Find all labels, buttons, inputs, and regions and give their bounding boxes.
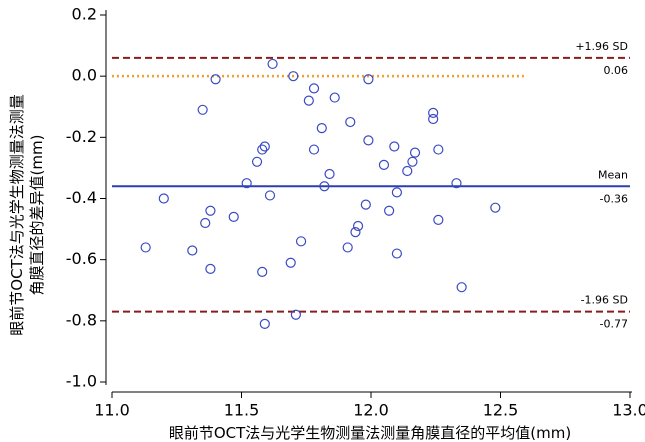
- point: [428, 113, 439, 125]
- point: [352, 220, 364, 232]
- point: [402, 165, 413, 177]
- point: [205, 263, 216, 274]
- y-tick-label: -0.2: [66, 127, 97, 146]
- point: [407, 156, 418, 167]
- point: [360, 199, 371, 210]
- reference-label: +1.96 SD: [575, 40, 628, 53]
- point: [187, 245, 198, 256]
- point: [389, 141, 400, 152]
- point: [319, 181, 330, 192]
- point: [259, 318, 270, 329]
- x-axis-title: 眼前节OCT法与光学生物测量法测量角膜直径的平均值(mm): [169, 424, 571, 442]
- point: [433, 214, 444, 226]
- point: [158, 193, 169, 204]
- point: [329, 92, 340, 103]
- point: [285, 257, 296, 268]
- reference-value: -0.36: [600, 192, 628, 205]
- point: [197, 104, 208, 115]
- point: [428, 107, 439, 118]
- point: [342, 242, 353, 253]
- point: [257, 266, 268, 277]
- point: [205, 205, 216, 216]
- point: [451, 178, 462, 189]
- point: [259, 141, 270, 152]
- point: [409, 147, 421, 158]
- point: [257, 144, 268, 155]
- point: [267, 58, 278, 70]
- y-tick-label: 0.2: [72, 5, 97, 24]
- y-axis-title: 眼前节OCT法与光学生物测量法测量: [8, 94, 26, 335]
- reference-label: Mean: [598, 168, 628, 181]
- point: [456, 282, 467, 293]
- y-tick-label: 0.0: [72, 66, 97, 85]
- y-tick-label: -0.4: [66, 188, 97, 207]
- point: [264, 190, 276, 201]
- point: [295, 236, 307, 247]
- x-tick-label: 11.5: [224, 401, 260, 420]
- point: [308, 144, 320, 155]
- point: [433, 144, 444, 155]
- point: [241, 178, 252, 189]
- reference-label: -1.96 SD: [581, 294, 628, 307]
- point: [345, 116, 356, 128]
- point: [391, 187, 402, 198]
- x-tick-label: 11.0: [94, 401, 130, 420]
- point: [290, 309, 301, 320]
- point: [316, 123, 327, 134]
- y-tick-label: -0.8: [66, 310, 97, 329]
- point: [350, 227, 361, 238]
- point: [391, 248, 402, 259]
- point: [210, 74, 221, 85]
- reference-value: 0.06: [604, 64, 629, 77]
- point: [324, 168, 335, 180]
- x-tick-label: 12.0: [353, 401, 389, 420]
- y-tick-label: -0.6: [66, 249, 97, 268]
- point: [303, 95, 314, 106]
- point: [251, 156, 263, 167]
- point: [200, 217, 211, 229]
- x-tick-label: 13.0: [612, 401, 645, 420]
- point: [140, 242, 151, 253]
- point: [308, 83, 320, 94]
- x-tick-label: 12.5: [483, 401, 519, 420]
- point: [490, 202, 501, 213]
- reference-value: -0.77: [600, 318, 628, 331]
- point: [378, 159, 390, 170]
- y-axis-title: 角膜直径的差异值(mm): [28, 135, 46, 296]
- point: [288, 71, 299, 82]
- point: [363, 74, 374, 85]
- y-tick-label: -1.0: [66, 372, 97, 391]
- point: [363, 135, 374, 146]
- point: [228, 211, 239, 222]
- point: [384, 205, 395, 216]
